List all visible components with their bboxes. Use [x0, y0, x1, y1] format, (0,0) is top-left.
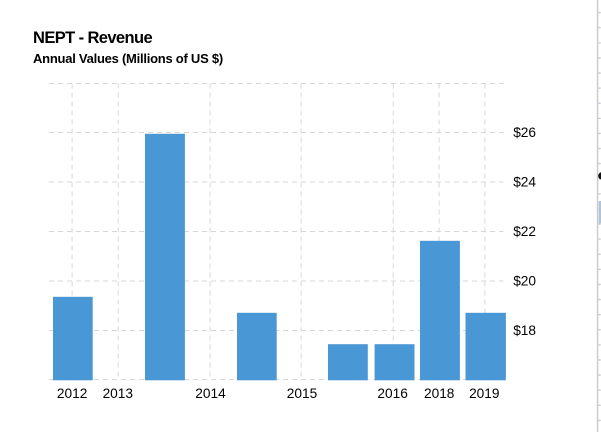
svg-text:2019: 2019 [469, 386, 499, 401]
svg-text:2018: 2018 [424, 386, 455, 401]
svg-text:$22: $22 [513, 224, 536, 239]
svg-text:2014: 2014 [195, 386, 226, 401]
svg-text:2013: 2013 [103, 386, 134, 401]
svg-text:$20: $20 [513, 273, 536, 288]
svg-text:2015: 2015 [287, 386, 318, 401]
svg-text:2016: 2016 [377, 386, 408, 401]
svg-text:$26: $26 [513, 125, 536, 140]
svg-text:$24: $24 [513, 175, 536, 190]
svg-text:2012: 2012 [57, 386, 87, 401]
svg-text:$18: $18 [513, 323, 536, 338]
